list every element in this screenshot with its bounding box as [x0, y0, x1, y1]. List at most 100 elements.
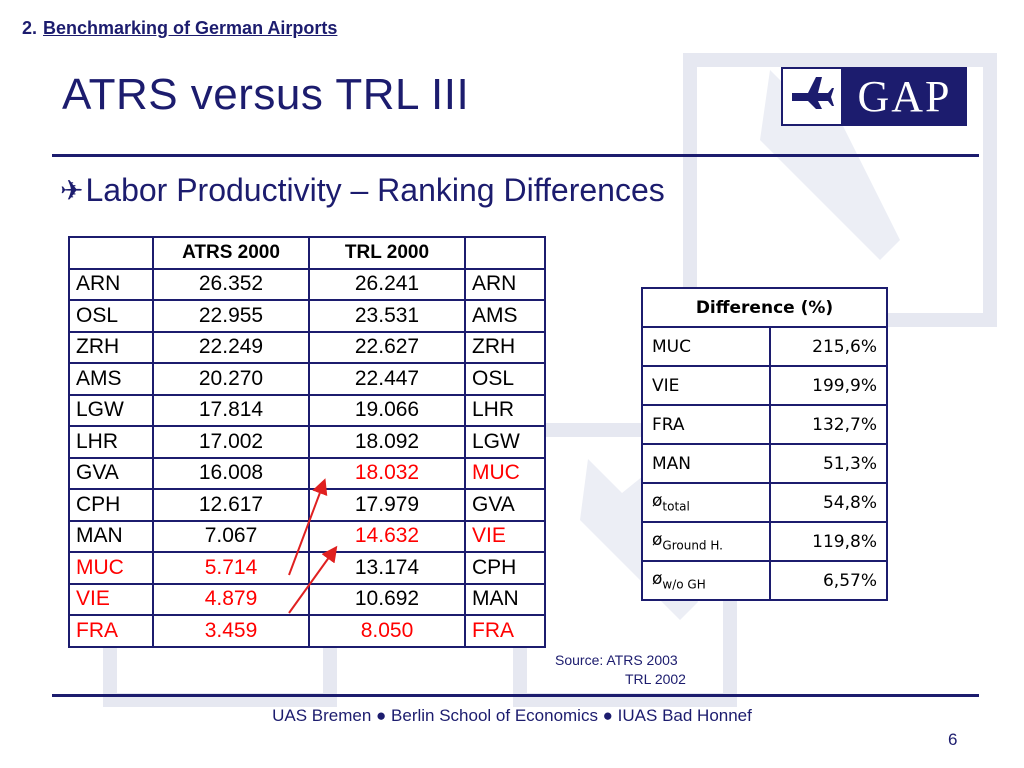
source-line-1: Source: ATRS 2003	[555, 652, 678, 668]
average-symbol: ø	[652, 491, 663, 512]
atrs-airport: CPH	[68, 488, 154, 522]
trl-airport: AMS	[464, 299, 546, 333]
table-row: VIE 4.879 10.692 MAN	[68, 582, 546, 616]
average-subscript: Ground H.	[662, 538, 723, 553]
atrs-value: 16.008	[152, 456, 310, 490]
average-subscript: total	[662, 499, 690, 514]
bottom-divider	[52, 694, 979, 697]
atrs-value: 12.617	[152, 488, 310, 522]
airplane-bullet-icon: ✈	[60, 175, 84, 206]
atrs-airport: MAN	[68, 519, 154, 553]
gap-logo: GAP	[781, 67, 967, 126]
source-note: Source: ATRS 2003 TRL 2002	[555, 651, 686, 689]
ranking-header-blank-left	[68, 236, 154, 270]
trl-airport: LGW	[464, 425, 546, 459]
atrs-value: 17.002	[152, 425, 310, 459]
difference-label: øw/o GH	[641, 560, 771, 601]
atrs-airport-highlighted: VIE	[68, 582, 154, 616]
slide-title: ATRS versus TRL III	[62, 70, 470, 119]
trl-value-highlighted: 8.050	[308, 614, 466, 648]
trl-value: 22.447	[308, 362, 466, 396]
atrs-value-highlighted: 3.459	[152, 614, 310, 648]
subtitle-text: Labor Productivity – Ranking Differences	[85, 172, 665, 208]
section-title-link[interactable]: Benchmarking of German Airports	[43, 18, 338, 38]
atrs-airport: GVA	[68, 456, 154, 490]
table-row: MUC 5.714 13.174 CPH	[68, 551, 546, 585]
section-title: 2. Benchmarking of German Airports	[22, 18, 337, 39]
trl-value: 26.241	[308, 267, 466, 301]
trl-airport-highlighted: FRA	[464, 614, 546, 648]
footer-text: UAS Bremen ● Berlin School of Economics …	[272, 706, 752, 725]
atrs-value: 20.270	[152, 362, 310, 396]
difference-label: MAN	[641, 443, 771, 484]
table-row: øtotal 54,8%	[641, 482, 888, 523]
atrs-airport: AMS	[68, 362, 154, 396]
table-row: OSL 22.955 23.531 AMS	[68, 299, 546, 333]
table-row: ARN 26.352 26.241 ARN	[68, 267, 546, 301]
atrs-airport: LHR	[68, 425, 154, 459]
atrs-airport: ARN	[68, 267, 154, 301]
trl-value-highlighted: 18.032	[308, 456, 466, 490]
trl-value: 13.174	[308, 551, 466, 585]
trl-airport-highlighted: MUC	[464, 456, 546, 490]
difference-label: FRA	[641, 404, 771, 445]
difference-value: 215,6%	[769, 326, 888, 367]
source-line-2: TRL 2002	[625, 671, 686, 687]
difference-header: Difference (%)	[641, 287, 888, 328]
top-divider	[52, 154, 979, 157]
table-row: AMS 20.270 22.447 OSL	[68, 362, 546, 396]
difference-value: 132,7%	[769, 404, 888, 445]
atrs-value: 17.814	[152, 393, 310, 427]
table-row: LHR 17.002 18.092 LGW	[68, 425, 546, 459]
atrs-airport: LGW	[68, 393, 154, 427]
difference-value: 119,8%	[769, 521, 888, 562]
trl-value: 22.627	[308, 330, 466, 364]
trl-airport: CPH	[464, 551, 546, 585]
atrs-value: 7.067	[152, 519, 310, 553]
section-number: 2.	[22, 18, 38, 38]
atrs-airport: ZRH	[68, 330, 154, 364]
ranking-header-atrs: ATRS 2000	[152, 236, 310, 270]
ranking-table: ATRS 2000 TRL 2000 ARN 26.352 26.241 ARN OS…	[68, 236, 546, 648]
table-row: øGround H. 119,8%	[641, 521, 888, 562]
trl-value-highlighted: 14.632	[308, 519, 466, 553]
trl-value: 10.692	[308, 582, 466, 616]
difference-label: VIE	[641, 365, 771, 406]
atrs-value: 26.352	[152, 267, 310, 301]
average-symbol: ø	[652, 569, 663, 590]
trl-airport: MAN	[464, 582, 546, 616]
table-row: CPH 12.617 17.979 GVA	[68, 488, 546, 522]
ranking-header-trl: TRL 2000	[308, 236, 466, 270]
atrs-value-highlighted: 4.879	[152, 582, 310, 616]
table-row: GVA 16.008 18.032 MUC	[68, 456, 546, 490]
difference-table: Difference (%) MUC 215,6% VIE 199,9% FRA 13…	[641, 287, 888, 601]
difference-value: 54,8%	[769, 482, 888, 523]
difference-header-row: Difference (%)	[641, 287, 888, 328]
difference-label: MUC	[641, 326, 771, 367]
ranking-header-blank-right	[464, 236, 546, 270]
atrs-value-highlighted: 5.714	[152, 551, 310, 585]
table-row: MUC 215,6%	[641, 326, 888, 367]
table-row: LGW 17.814 19.066 LHR	[68, 393, 546, 427]
table-row: FRA 132,7%	[641, 404, 888, 445]
difference-value: 51,3%	[769, 443, 888, 484]
subtitle: ✈ Labor Productivity – Ranking Differenc…	[60, 172, 665, 209]
atrs-airport-highlighted: MUC	[68, 551, 154, 585]
table-row: øw/o GH 6,57%	[641, 560, 888, 601]
difference-value: 199,9%	[769, 365, 888, 406]
page-number: 6	[948, 730, 958, 749]
atrs-value: 22.955	[152, 299, 310, 333]
table-row: FRA 3.459 8.050 FRA	[68, 614, 546, 648]
average-subscript: w/o GH	[662, 577, 706, 592]
atrs-airport: OSL	[68, 299, 154, 333]
trl-airport: ZRH	[464, 330, 546, 364]
airplane-icon	[783, 69, 844, 124]
table-row: MAN 7.067 14.632 VIE	[68, 519, 546, 553]
difference-label: øtotal	[641, 482, 771, 523]
atrs-airport-highlighted: FRA	[68, 614, 154, 648]
table-row: VIE 199,9%	[641, 365, 888, 406]
table-row: ZRH 22.249 22.627 ZRH	[68, 330, 546, 364]
trl-airport: GVA	[464, 488, 546, 522]
trl-value: 18.092	[308, 425, 466, 459]
trl-value: 17.979	[308, 488, 466, 522]
